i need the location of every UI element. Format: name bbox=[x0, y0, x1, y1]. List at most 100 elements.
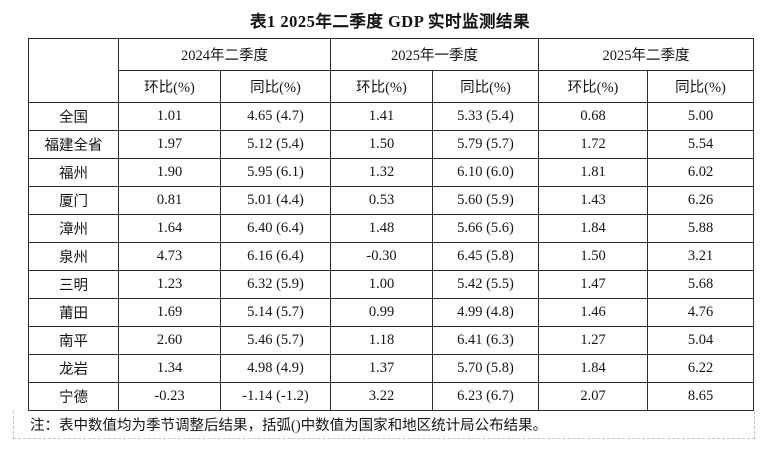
subheader-qoq-2025q1: 环比(%) bbox=[330, 70, 433, 103]
value-cell: 4.99 (4.8) bbox=[432, 298, 539, 327]
table-row: 莆田 1.69 5.14 (5.7) 0.99 4.99 (4.8) 1.46 4.76 bbox=[28, 298, 754, 327]
value-cell: 5.54 bbox=[647, 130, 754, 159]
value-cell: 6.41 (6.3) bbox=[432, 326, 539, 355]
value-cell: 4.65 (4.7) bbox=[220, 102, 331, 131]
table-row: 南平 2.60 5.46 (5.7) 1.18 6.41 (6.3) 1.27 5.04 bbox=[28, 326, 754, 355]
value-cell: 0.81 bbox=[118, 186, 221, 215]
table-row: 龙岩 1.34 4.98 (4.9) 1.37 5.70 (5.8) 1.84 6.22 bbox=[28, 354, 754, 383]
value-cell: 1.90 bbox=[118, 158, 221, 187]
value-cell: 1.23 bbox=[118, 270, 221, 299]
value-cell: 3.22 bbox=[330, 382, 433, 411]
value-cell: 6.22 bbox=[647, 354, 754, 383]
value-cell: 2.07 bbox=[538, 382, 648, 411]
value-cell: 5.95 (6.1) bbox=[220, 158, 331, 187]
value-cell: 5.66 (5.6) bbox=[432, 214, 539, 243]
value-cell: 1.84 bbox=[538, 214, 648, 243]
region-cell: 龙岩 bbox=[28, 354, 119, 383]
value-cell: 5.42 (5.5) bbox=[432, 270, 539, 299]
value-cell: 1.47 bbox=[538, 270, 648, 299]
value-cell: 5.12 (5.4) bbox=[220, 130, 331, 159]
value-cell: 5.00 bbox=[647, 102, 754, 131]
value-cell: 8.65 bbox=[647, 382, 754, 411]
subheader-qoq-2024q2: 环比(%) bbox=[118, 70, 221, 103]
table-row: 宁德 -0.23 -1.14 (-1.2) 3.22 6.23 (6.7) 2.07 8.6… bbox=[28, 382, 754, 411]
region-cell: 全国 bbox=[28, 102, 119, 131]
value-cell: 5.04 bbox=[647, 326, 754, 355]
value-cell: 5.79 (5.7) bbox=[432, 130, 539, 159]
value-cell: -0.30 bbox=[330, 242, 433, 271]
value-cell: 0.53 bbox=[330, 186, 433, 215]
value-cell: 1.46 bbox=[538, 298, 648, 327]
value-cell: 1.81 bbox=[538, 158, 648, 187]
value-cell: 1.37 bbox=[330, 354, 433, 383]
table-row: 泉州 4.73 6.16 (6.4) -0.30 6.45 (5.8) 1.50 3.21 bbox=[28, 242, 754, 271]
value-cell: 1.00 bbox=[330, 270, 433, 299]
region-cell: 三明 bbox=[28, 270, 119, 299]
value-cell: 1.27 bbox=[538, 326, 648, 355]
col-group-2024q2: 2024年二季度 bbox=[118, 38, 331, 71]
subheader-yoy-2025q2: 同比(%) bbox=[647, 70, 754, 103]
subheader-qoq-2025q2: 环比(%) bbox=[538, 70, 648, 103]
header-sub-row: 环比(%) 同比(%) 环比(%) 同比(%) 环比(%) 同比(%) bbox=[29, 70, 754, 103]
footnote-text: 注：表中数值均为季节调整后结果，括弧()中数值为国家和地区统计局公布结果。 bbox=[30, 418, 548, 434]
region-cell: 南平 bbox=[28, 326, 119, 355]
value-cell: 1.97 bbox=[118, 130, 221, 159]
value-cell: 5.33 (5.4) bbox=[432, 102, 539, 131]
table-row: 漳州 1.64 6.40 (6.4) 1.48 5.66 (5.6) 1.84 5.88 bbox=[28, 214, 754, 243]
value-cell: 1.32 bbox=[330, 158, 433, 187]
value-cell: 1.64 bbox=[118, 214, 221, 243]
value-cell: 6.10 (6.0) bbox=[432, 158, 539, 187]
value-cell: 1.18 bbox=[330, 326, 433, 355]
value-cell: 5.01 (4.4) bbox=[220, 186, 331, 215]
region-cell: 厦门 bbox=[28, 186, 119, 215]
table-row: 福建全省 1.97 5.12 (5.4) 1.50 5.79 (5.7) 1.72 5.54 bbox=[28, 130, 754, 159]
value-cell: 5.70 (5.8) bbox=[432, 354, 539, 383]
value-cell: 6.40 (6.4) bbox=[220, 214, 331, 243]
value-cell: 6.32 (5.9) bbox=[220, 270, 331, 299]
region-cell: 泉州 bbox=[28, 242, 119, 271]
region-cell: 莆田 bbox=[28, 298, 119, 327]
footnote-box: 注：表中数值均为季节调整后结果，括弧()中数值为国家和地区统计局公布结果。 bbox=[13, 411, 755, 439]
value-cell: 1.41 bbox=[330, 102, 433, 131]
value-cell: 6.45 (5.8) bbox=[432, 242, 539, 271]
value-cell: 1.34 bbox=[118, 354, 221, 383]
value-cell: 6.26 bbox=[647, 186, 754, 215]
value-cell: 5.60 (5.9) bbox=[432, 186, 539, 215]
corner-cell bbox=[28, 38, 119, 103]
table-row: 全国 1.01 4.65 (4.7) 1.41 5.33 (5.4) 0.68 5.00 bbox=[28, 102, 754, 131]
region-cell: 福州 bbox=[28, 158, 119, 187]
value-cell: 6.23 (6.7) bbox=[432, 382, 539, 411]
value-cell: -1.14 (-1.2) bbox=[220, 382, 331, 411]
value-cell: 5.68 bbox=[647, 270, 754, 299]
table-row: 厦门 0.81 5.01 (4.4) 0.53 5.60 (5.9) 1.43 6.26 bbox=[28, 186, 754, 215]
subheader-yoy-2024q2: 同比(%) bbox=[220, 70, 331, 103]
header-group-row: 2024年二季度 2025年一季度 2025年二季度 bbox=[28, 38, 754, 103]
value-cell: 1.01 bbox=[118, 102, 221, 131]
value-cell: 1.50 bbox=[330, 130, 433, 159]
value-cell: 0.99 bbox=[330, 298, 433, 327]
value-cell: -0.23 bbox=[118, 382, 221, 411]
value-cell: 2.60 bbox=[118, 326, 221, 355]
value-cell: 5.46 (5.7) bbox=[220, 326, 331, 355]
table-body: 全国 1.01 4.65 (4.7) 1.41 5.33 (5.4) 0.68 5.00 福建… bbox=[28, 102, 754, 411]
value-cell: 1.72 bbox=[538, 130, 648, 159]
value-cell: 5.14 (5.7) bbox=[220, 298, 331, 327]
value-cell: 1.48 bbox=[330, 214, 433, 243]
col-group-2025q2: 2025年二季度 bbox=[538, 38, 754, 71]
value-cell: 0.68 bbox=[538, 102, 648, 131]
value-cell: 4.73 bbox=[118, 242, 221, 271]
value-cell: 6.16 (6.4) bbox=[220, 242, 331, 271]
value-cell: 1.50 bbox=[538, 242, 648, 271]
region-cell: 漳州 bbox=[28, 214, 119, 243]
value-cell: 4.76 bbox=[647, 298, 754, 327]
value-cell: 6.02 bbox=[647, 158, 754, 187]
value-cell: 4.98 (4.9) bbox=[220, 354, 331, 383]
subheader-yoy-2025q1: 同比(%) bbox=[432, 70, 539, 103]
value-cell: 3.21 bbox=[647, 242, 754, 271]
table-row: 三明 1.23 6.32 (5.9) 1.00 5.42 (5.5) 1.47 5.68 bbox=[28, 270, 754, 299]
value-cell: 1.43 bbox=[538, 186, 648, 215]
value-cell: 5.88 bbox=[647, 214, 754, 243]
value-cell: 1.69 bbox=[118, 298, 221, 327]
region-cell: 宁德 bbox=[28, 382, 119, 411]
